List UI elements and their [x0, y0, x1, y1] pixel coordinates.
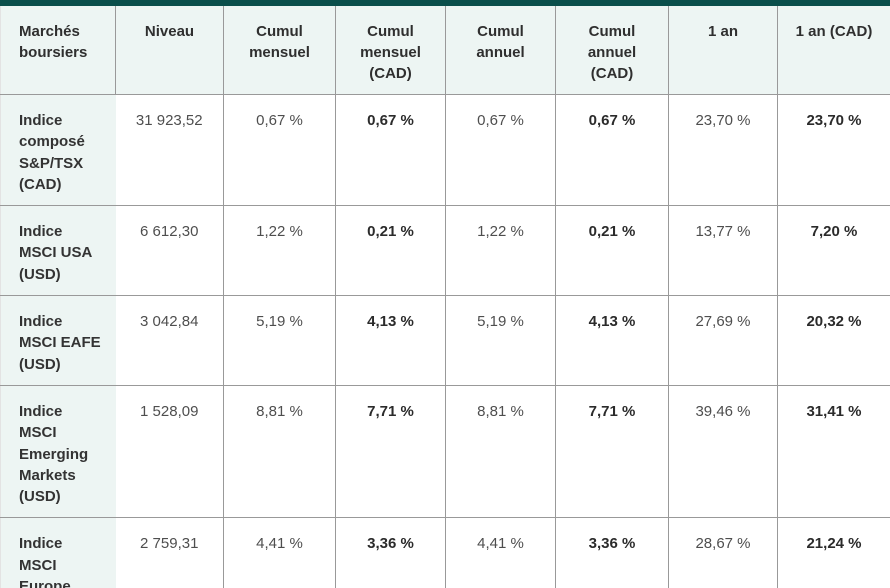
value-cell: 4,41 % — [445, 517, 556, 588]
value-cell: 21,24 % — [777, 517, 890, 588]
table-row: Indice MSCI Europe (USD) 2 759,31 4,41 %… — [0, 517, 890, 588]
value-cell: 4,41 % — [223, 517, 336, 588]
value-cell: 3 042,84 — [115, 295, 224, 386]
value-cell: 8,81 % — [223, 385, 336, 519]
column-header-cumul-mensuel: Cumul mensuel — [223, 6, 336, 95]
column-header-niveau: Niveau — [115, 6, 224, 95]
value-cell: 23,70 % — [668, 94, 778, 207]
value-cell: 5,19 % — [223, 295, 336, 386]
table-row: Indice MSCI EAFE (USD) 3 042,84 5,19 % 4… — [0, 295, 890, 386]
value-cell: 23,70 % — [777, 94, 890, 207]
table-row: Indice MSCI Emerging Markets (USD) 1 528… — [0, 385, 890, 519]
row-label-cell: Indice MSCI Europe (USD) — [0, 517, 116, 588]
row-label-cell: Indice MSCI Emerging Markets (USD) — [0, 385, 116, 519]
value-cell: 1,22 % — [445, 205, 556, 297]
value-cell: 4,13 % — [555, 295, 669, 386]
column-header-1-an-cad: 1 an (CAD) — [777, 6, 890, 95]
table-row: Indice MSCI USA (USD) 6 612,30 1,22 % 0,… — [0, 205, 890, 297]
row-label-cell: Indice MSCI EAFE (USD) — [0, 295, 116, 386]
value-cell: 6 612,30 — [115, 205, 224, 297]
value-cell: 7,71 % — [335, 385, 446, 519]
value-cell: 3,36 % — [335, 517, 446, 588]
markets-table: Marchés boursiers Niveau Cumul mensuel C… — [0, 6, 890, 588]
column-header-1-an: 1 an — [668, 6, 778, 95]
row-label-cell: Indice MSCI USA (USD) — [0, 205, 116, 297]
column-header-marches-boursiers: Marchés boursiers — [0, 6, 116, 95]
value-cell: 28,67 % — [668, 517, 778, 588]
value-cell: 2 759,31 — [115, 517, 224, 588]
value-cell: 0,21 % — [335, 205, 446, 297]
column-header-cumul-annuel: Cumul annuel — [445, 6, 556, 95]
value-cell: 4,13 % — [335, 295, 446, 386]
value-cell: 20,32 % — [777, 295, 890, 386]
column-header-cumul-annuel-cad: Cumul annuel (CAD) — [555, 6, 669, 95]
value-cell: 1,22 % — [223, 205, 336, 297]
value-cell: 7,20 % — [777, 205, 890, 297]
value-cell: 31 923,52 — [115, 94, 224, 207]
value-cell: 1 528,09 — [115, 385, 224, 519]
value-cell: 7,71 % — [555, 385, 669, 519]
header-row: Marchés boursiers Niveau Cumul mensuel C… — [0, 6, 890, 95]
value-cell: 27,69 % — [668, 295, 778, 386]
value-cell: 5,19 % — [445, 295, 556, 386]
value-cell: 0,67 % — [223, 94, 336, 207]
value-cell: 3,36 % — [555, 517, 669, 588]
value-cell: 39,46 % — [668, 385, 778, 519]
row-label-cell: Indice composé S&P/TSX (CAD) — [0, 94, 116, 207]
column-header-cumul-mensuel-cad: Cumul mensuel (CAD) — [335, 6, 446, 95]
value-cell: 0,21 % — [555, 205, 669, 297]
value-cell: 0,67 % — [445, 94, 556, 207]
value-cell: 0,67 % — [335, 94, 446, 207]
table-row: Indice composé S&P/TSX (CAD) 31 923,52 0… — [0, 94, 890, 207]
value-cell: 0,67 % — [555, 94, 669, 207]
value-cell: 13,77 % — [668, 205, 778, 297]
value-cell: 8,81 % — [445, 385, 556, 519]
value-cell: 31,41 % — [777, 385, 890, 519]
